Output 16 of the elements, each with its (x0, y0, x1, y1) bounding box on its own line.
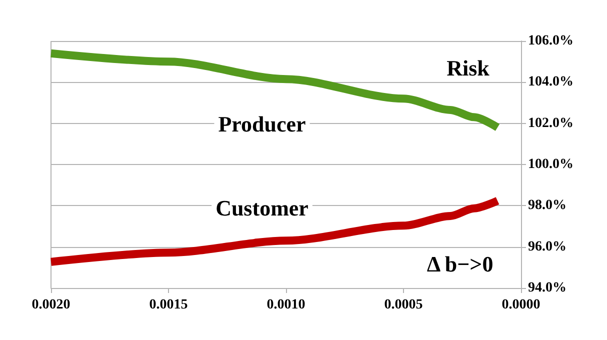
annotation: Risk (446, 56, 490, 80)
y-tick-label: 106.0% (528, 34, 574, 48)
y-tick-label: 94.0% (528, 280, 566, 296)
x-tick-label: 0.0015 (149, 298, 188, 312)
y-tick-label: 96.0% (528, 239, 566, 254)
y-tick-label: 98.0% (528, 198, 566, 214)
x-tick-label: 0.0020 (32, 298, 70, 312)
y-tick-label: 104.0% (528, 74, 574, 90)
x-tick-label: 0.0000 (502, 298, 540, 312)
series-label: Customer (216, 196, 309, 220)
x-tick-label: 0.0010 (266, 298, 306, 312)
series-label: Producer (218, 112, 306, 136)
y-tick-label: 102.0% (528, 116, 574, 131)
annotation: Δ b−>0 (426, 252, 494, 276)
y-tick-label: 100.0% (528, 157, 574, 172)
x-tick-label: 0.0005 (384, 298, 423, 312)
